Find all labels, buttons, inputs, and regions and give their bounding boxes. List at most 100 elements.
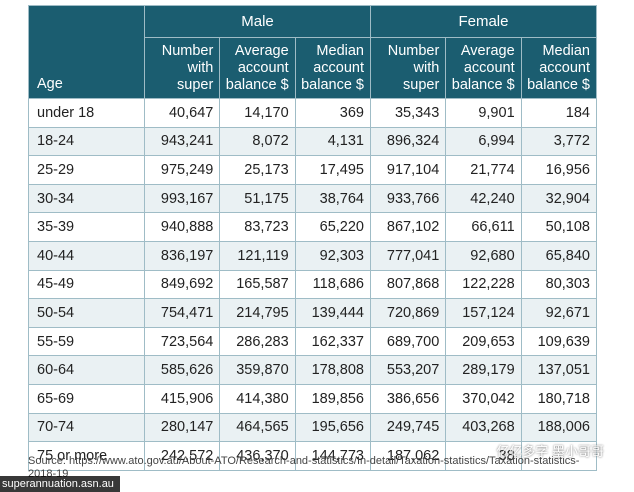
header-line: Number	[161, 42, 214, 59]
header-line: account	[313, 59, 364, 76]
value-cell: 40,647	[143, 98, 221, 128]
header-line: Median	[316, 42, 364, 59]
table-row: 45-49 849,692 165,587 118,686 807,868 122,228…	[28, 269, 598, 300]
value-cell: 849,692	[143, 269, 221, 300]
value-cell: 92,671	[520, 298, 598, 328]
value-cell: 3,772	[520, 126, 598, 157]
watermark-label: superannuation.asn.au	[0, 476, 120, 492]
value-cell: 38	[445, 441, 522, 471]
table-row: 30-34 993,167 51,175 38,764 933,766 42,240 32,…	[28, 183, 598, 214]
value-cell: 807,868	[369, 269, 447, 300]
age-cell: 65-69	[28, 383, 145, 414]
age-column-header: Age	[28, 5, 145, 99]
value-cell: 723,564	[143, 326, 221, 357]
header-line: account	[237, 59, 289, 76]
header-line: Median	[542, 42, 590, 59]
value-cell: 6,994	[445, 126, 522, 157]
table-row: under 18 40,647 14,170 369 35,343 9,901 184	[28, 98, 598, 128]
age-cell: 18-24	[28, 126, 145, 157]
value-cell: 286,283	[219, 326, 296, 357]
header-line: with	[187, 59, 214, 76]
table-row: 40-44 836,197 121,119 92,303 777,041 92,680 65…	[28, 240, 598, 271]
group-header-male: Male	[144, 5, 371, 38]
male-average-balance-header: Average account balance $	[219, 37, 296, 99]
age-cell: 30-34	[28, 183, 145, 214]
header-line: account	[463, 59, 515, 76]
value-cell: 157,124	[445, 298, 522, 328]
value-cell: 35,343	[369, 98, 447, 128]
table-container: Age Male Female Number with super Average ac…	[28, 5, 598, 471]
super-balance-table: Age Male Female Number with super Average ac…	[28, 5, 598, 471]
header-line: balance $	[451, 76, 515, 93]
value-cell: 836,197	[143, 240, 221, 271]
age-cell: 60-64	[28, 355, 145, 385]
group-header-female: Female	[369, 5, 598, 38]
value-cell: 137,051	[520, 355, 598, 385]
header-line: account	[539, 59, 590, 76]
header-line: Number	[387, 42, 440, 59]
header-line: balance $	[225, 76, 289, 93]
value-cell: 109,639	[520, 326, 598, 357]
value-cell: 21,774	[445, 155, 522, 185]
value-cell: 917,104	[369, 155, 447, 185]
female-average-balance-header: Average account balance $	[445, 37, 522, 99]
age-cell: 50-54	[28, 298, 145, 328]
value-cell: 178,808	[294, 355, 371, 385]
female-number-with-super-header: Number with super	[369, 37, 447, 99]
age-cell: 75 or more	[28, 441, 145, 471]
value-cell: 180,718	[520, 383, 598, 414]
value-cell: 122,228	[445, 269, 522, 300]
value-cell: 121,119	[219, 240, 296, 271]
value-cell: 38,764	[294, 183, 371, 214]
value-cell: 359,870	[219, 355, 296, 385]
value-cell: 165,587	[219, 269, 296, 300]
age-cell: 55-59	[28, 326, 145, 357]
age-cell: 25-29	[28, 155, 145, 185]
value-cell: 896,324	[369, 126, 447, 157]
value-cell: 943,241	[143, 126, 221, 157]
value-cell: 162,337	[294, 326, 371, 357]
value-cell: 9,901	[445, 98, 522, 128]
value-cell: 80,303	[520, 269, 598, 300]
table-row: 35-39 940,888 83,723 65,220 867,102 66,611 50,…	[28, 212, 598, 242]
value-cell: 50,108	[520, 212, 598, 242]
header-line: super	[177, 76, 214, 93]
value-cell: 118,686	[294, 269, 371, 300]
value-cell: 940,888	[143, 212, 221, 242]
value-cell: 189,856	[294, 383, 371, 414]
value-cell: 188,006	[520, 412, 598, 443]
value-cell: 370,042	[445, 383, 522, 414]
value-cell: 386,656	[369, 383, 447, 414]
table-row: 75 or more 242,572 436,370 144,773 187,062 38	[28, 441, 598, 471]
value-cell: 214,795	[219, 298, 296, 328]
value-cell: 139,444	[294, 298, 371, 328]
table-row: 18-24 943,241 8,072 4,131 896,324 6,994 3,772	[28, 126, 598, 157]
value-cell: 403,268	[445, 412, 522, 443]
age-cell: 45-49	[28, 269, 145, 300]
value-cell: 4,131	[294, 126, 371, 157]
table-row: 70-74 280,147 464,565 195,656 249,745 403,268…	[28, 412, 598, 443]
value-cell: 195,656	[294, 412, 371, 443]
value-cell: 8,072	[219, 126, 296, 157]
value-cell: 42,240	[445, 183, 522, 214]
value-cell: 280,147	[143, 412, 221, 443]
value-cell: 720,869	[369, 298, 447, 328]
value-cell: 65,220	[294, 212, 371, 242]
value-cell: 777,041	[369, 240, 447, 271]
age-cell: under 18	[28, 98, 145, 128]
watermark-cn: 亿亿多字 墨小哥哥	[496, 444, 604, 459]
table-row: 25-29 975,249 25,173 17,495 917,104 21,774 16,…	[28, 155, 598, 185]
value-cell: 289,179	[445, 355, 522, 385]
value-cell: 464,565	[219, 412, 296, 443]
value-cell: 65,840	[520, 240, 598, 271]
header-line: balance $	[527, 76, 590, 93]
value-cell: 754,471	[143, 298, 221, 328]
value-cell: 32,904	[520, 183, 598, 214]
value-cell: 933,766	[369, 183, 447, 214]
header-line: balance $	[301, 76, 364, 93]
value-cell: 92,680	[445, 240, 522, 271]
value-cell	[520, 441, 598, 471]
value-cell: 17,495	[294, 155, 371, 185]
age-cell: 70-74	[28, 412, 145, 443]
value-cell: 414,380	[219, 383, 296, 414]
